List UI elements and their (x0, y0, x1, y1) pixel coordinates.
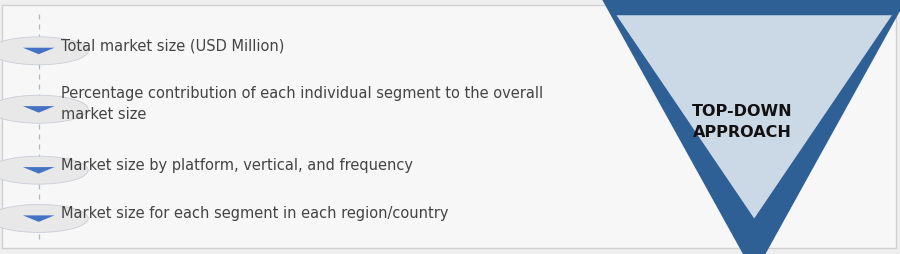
Text: Percentage contribution of each individual segment to the overall
market size: Percentage contribution of each individu… (61, 86, 544, 122)
Circle shape (0, 204, 88, 232)
Circle shape (0, 37, 88, 65)
Text: Market size by platform, vertical, and frequency: Market size by platform, vertical, and f… (61, 157, 413, 173)
Circle shape (0, 156, 88, 184)
Text: Total market size (USD Million): Total market size (USD Million) (61, 38, 284, 53)
Polygon shape (597, 0, 900, 254)
Polygon shape (22, 167, 55, 173)
Text: TOP-DOWN
APPROACH: TOP-DOWN APPROACH (692, 104, 793, 140)
Polygon shape (22, 106, 55, 113)
Text: Market size for each segment in each region/country: Market size for each segment in each reg… (61, 206, 449, 221)
Polygon shape (616, 15, 892, 218)
Polygon shape (22, 215, 55, 222)
FancyBboxPatch shape (2, 5, 896, 248)
Polygon shape (22, 48, 55, 54)
Circle shape (0, 95, 88, 123)
